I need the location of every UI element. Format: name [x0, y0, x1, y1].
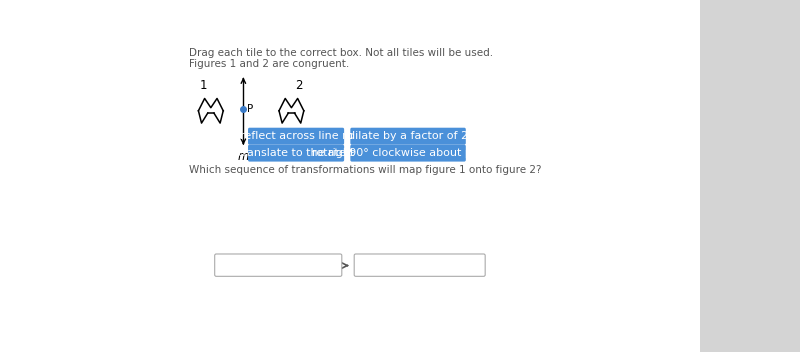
Text: 1: 1 [199, 79, 207, 92]
Text: dilate by a factor of 2: dilate by a factor of 2 [348, 131, 468, 141]
FancyBboxPatch shape [248, 145, 344, 162]
Text: translate to the right: translate to the right [238, 148, 354, 158]
Text: Which sequence of transformations will map figure 1 onto figure 2?: Which sequence of transformations will m… [189, 165, 542, 175]
Text: reflect across line m: reflect across line m [239, 131, 353, 141]
FancyBboxPatch shape [354, 254, 485, 276]
Text: Figures 1 and 2 are congruent.: Figures 1 and 2 are congruent. [189, 59, 350, 69]
FancyBboxPatch shape [350, 128, 466, 145]
Text: rotate 90° clockwise about point P: rotate 90° clockwise about point P [312, 148, 504, 158]
FancyBboxPatch shape [248, 128, 344, 145]
Text: Drag each tile to the correct box. Not all tiles will be used.: Drag each tile to the correct box. Not a… [189, 48, 494, 58]
FancyBboxPatch shape [214, 254, 342, 276]
Text: 2: 2 [295, 79, 303, 92]
FancyBboxPatch shape [350, 145, 466, 162]
Text: P: P [247, 104, 254, 114]
Text: m: m [238, 150, 249, 163]
